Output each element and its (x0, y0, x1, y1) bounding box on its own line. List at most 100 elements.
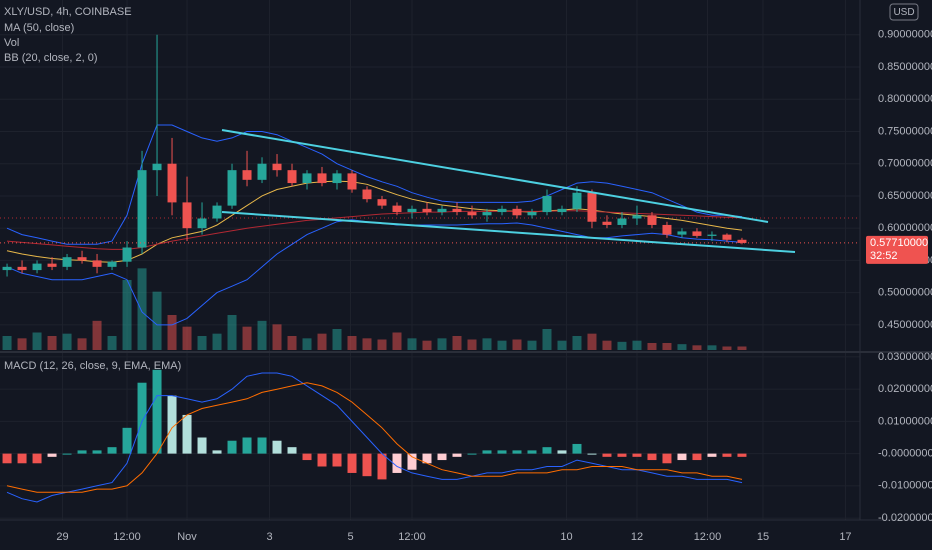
macd-histogram-bar (737, 453, 747, 457)
candle-body (737, 239, 747, 243)
volume-bar (317, 333, 327, 350)
candle-body (197, 218, 207, 229)
volume-bar (92, 320, 102, 350)
x-tick-label: Nov (177, 531, 197, 543)
volume-bar (602, 340, 612, 350)
macd-histogram-bar (422, 453, 432, 464)
macd-histogram-bar (77, 450, 87, 454)
volume-bar (197, 336, 207, 350)
macd-histogram-bar (647, 453, 657, 461)
volume-bar (422, 340, 432, 350)
legend-vol: Vol (4, 37, 19, 49)
volume-bar (137, 268, 147, 350)
candle-body (437, 208, 447, 213)
currency-badge[interactable] (889, 3, 919, 21)
volume-bar (62, 333, 72, 350)
volume-bar (647, 343, 657, 350)
volume-bar (407, 338, 417, 350)
candle-body (587, 192, 597, 222)
volume-bar (242, 326, 252, 350)
candle-body (47, 263, 57, 267)
y2-tick-label: -0.01000000 (878, 480, 932, 492)
volume-bar (107, 336, 117, 350)
macd-histogram-bar (527, 450, 537, 454)
candle-body (302, 173, 312, 184)
candle-body (272, 163, 282, 171)
candle-body (407, 208, 417, 213)
candle-body (662, 224, 672, 235)
candle-body (707, 234, 717, 236)
macd-histogram-bar (512, 450, 522, 454)
last-price-badge (866, 235, 928, 264)
macd-histogram-bar (632, 453, 642, 457)
volume-bar (17, 338, 27, 350)
macd-histogram-bar (332, 453, 342, 467)
y-tick-label: 0.60000000 (878, 222, 932, 234)
y-tick-label: 0.75000000 (878, 125, 932, 137)
macd-histogram-bar (122, 427, 132, 454)
volume-bar (167, 315, 177, 350)
volume-bar (482, 338, 492, 350)
volume-bar (332, 329, 342, 350)
macd-line (6, 382, 743, 493)
volume-bar (542, 329, 552, 350)
candle-body (32, 263, 42, 271)
x-tick-label: 15 (757, 531, 769, 543)
volume-bar (632, 340, 642, 350)
volume-bar (302, 338, 312, 350)
currency-label[interactable]: USD (893, 7, 914, 18)
volume-bar (362, 338, 372, 350)
candle-body (257, 163, 267, 180)
volume-bar (707, 345, 717, 350)
candle-body (482, 212, 492, 216)
candle-body (227, 170, 237, 206)
x-tick-label: 12 (631, 531, 643, 543)
macd-title: MACD (12, 26, close, 9, EMA, EMA) (4, 360, 181, 372)
volume-bar (512, 339, 522, 350)
candle-body (62, 257, 72, 267)
volume-bar (122, 280, 132, 350)
trendline-upper (221, 129, 769, 223)
macd-histogram-bar (287, 447, 297, 454)
macd-histogram-bar (197, 437, 207, 454)
volume-bar (392, 332, 402, 350)
macd-histogram-bar (347, 453, 357, 473)
volume-bar (212, 333, 222, 350)
volume-bar (497, 340, 507, 350)
candle-body (617, 218, 627, 225)
candle-body (122, 247, 132, 262)
y-tick-label: 0.90000000 (878, 29, 932, 41)
volume-bar (347, 336, 357, 350)
macd-histogram-bar (542, 447, 552, 454)
macd-histogram-bar (677, 453, 687, 461)
candle-body (212, 205, 222, 219)
macd-histogram-bar (212, 450, 222, 454)
y-tick-label: 0.85000000 (878, 61, 932, 73)
indicator-line (6, 124, 743, 245)
volume-bar (737, 346, 747, 350)
macd-histogram-bar (437, 453, 447, 461)
volume-bar (677, 344, 687, 350)
volume-bar (47, 336, 57, 350)
candle-body (92, 260, 102, 267)
y2-tick-label: 0.02000000 (878, 383, 932, 395)
macd-histogram-bar (302, 453, 312, 461)
x-tick-label: 12:00 (694, 531, 722, 543)
macd-histogram-bar (92, 450, 102, 454)
macd-histogram-bar (722, 453, 732, 457)
candle-body (632, 215, 642, 219)
trendline-lower (221, 211, 796, 253)
candle-body (467, 212, 477, 216)
x-tick-label: 3 (266, 531, 272, 543)
macd-histogram-bar (317, 453, 327, 467)
y-tick-label: 0.45000000 (878, 319, 932, 331)
candle-body (167, 163, 177, 203)
macd-histogram-bar (602, 453, 612, 457)
macd-histogram-bar (17, 453, 27, 464)
macd-histogram-bar (62, 453, 72, 455)
macd-histogram-bar (137, 382, 147, 454)
macd-histogram-bar (587, 453, 597, 455)
volume-bar (287, 336, 297, 350)
candle-body (722, 234, 732, 240)
macd-histogram-bar (377, 453, 387, 480)
